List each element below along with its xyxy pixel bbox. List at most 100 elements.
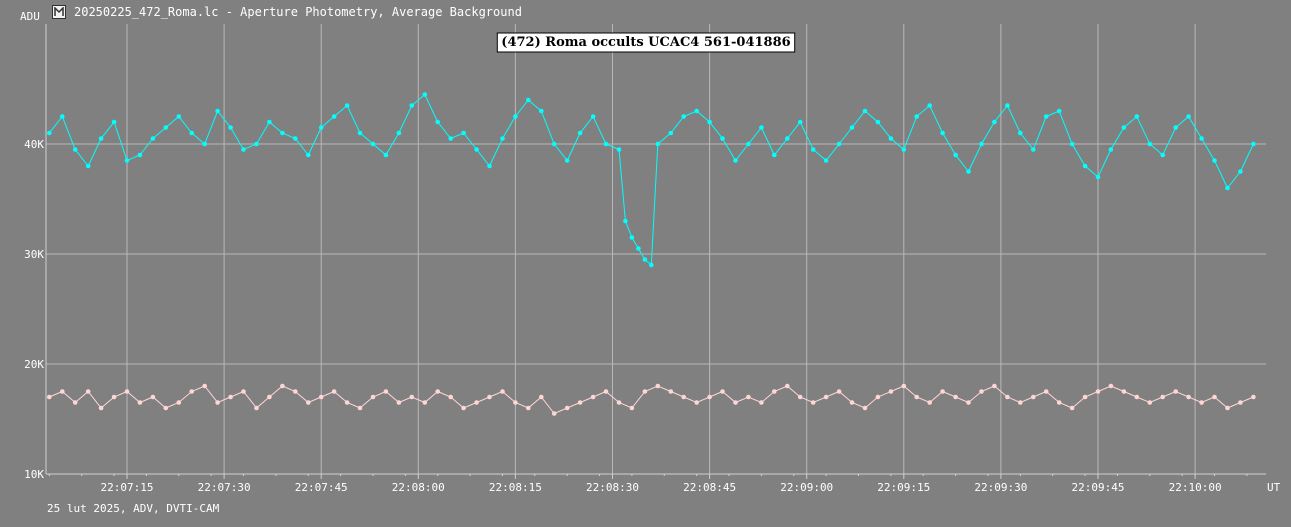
data-point bbox=[551, 141, 557, 147]
series-comparison bbox=[47, 383, 1256, 416]
x-tick-label: 22:08:00 bbox=[392, 481, 445, 494]
data-point bbox=[564, 405, 570, 411]
data-point bbox=[383, 152, 389, 158]
data-point bbox=[47, 130, 52, 136]
data-point bbox=[409, 394, 415, 400]
data-point bbox=[707, 119, 712, 125]
data-point bbox=[836, 389, 842, 394]
data-point bbox=[163, 405, 169, 411]
data-point bbox=[1225, 405, 1230, 411]
data-point bbox=[1082, 163, 1088, 169]
data-point bbox=[47, 394, 52, 400]
chart-grid bbox=[46, 24, 1266, 475]
data-point bbox=[396, 130, 402, 136]
data-point bbox=[707, 394, 712, 400]
data-point bbox=[772, 389, 777, 394]
data-point bbox=[603, 141, 609, 147]
data-point bbox=[228, 394, 233, 400]
chart-series bbox=[47, 92, 1256, 416]
data-point bbox=[927, 400, 932, 405]
data-point bbox=[1018, 130, 1023, 136]
data-point bbox=[435, 389, 441, 394]
data-point bbox=[1173, 389, 1178, 394]
x-tick-label: 22:09:00 bbox=[780, 481, 833, 494]
data-point bbox=[500, 389, 505, 394]
data-point bbox=[228, 125, 233, 130]
data-point bbox=[487, 163, 492, 169]
data-point bbox=[306, 152, 311, 158]
data-point bbox=[98, 405, 104, 411]
data-point bbox=[759, 125, 764, 130]
data-point bbox=[1031, 394, 1036, 400]
data-point bbox=[1160, 152, 1165, 158]
chart-title: (472) Roma occults UCAC4 561-041886 bbox=[501, 35, 790, 50]
data-point bbox=[267, 394, 272, 400]
lightcurve-app-icon[interactable] bbox=[52, 5, 66, 19]
data-point bbox=[98, 136, 104, 141]
x-tick-label: 22:09:15 bbox=[877, 481, 930, 494]
data-point bbox=[992, 119, 997, 125]
data-point bbox=[1199, 400, 1204, 405]
data-point bbox=[215, 108, 220, 114]
data-point bbox=[551, 411, 557, 416]
data-point bbox=[1186, 114, 1191, 119]
data-point bbox=[720, 136, 725, 141]
data-point bbox=[694, 108, 699, 114]
x-tick-label: 22:07:45 bbox=[295, 481, 348, 494]
data-point bbox=[202, 383, 207, 389]
data-point bbox=[1121, 389, 1127, 394]
data-point bbox=[513, 114, 518, 119]
data-point bbox=[241, 389, 246, 394]
data-point bbox=[655, 141, 661, 147]
data-point bbox=[629, 405, 635, 411]
data-point bbox=[176, 114, 182, 119]
x-tick-label: 22:09:45 bbox=[1072, 481, 1125, 494]
y-axis-label: ADU bbox=[20, 10, 40, 23]
series-line bbox=[49, 385, 1254, 415]
data-point bbox=[914, 114, 919, 119]
data-point bbox=[785, 136, 790, 141]
y-tick-label: 10K bbox=[24, 468, 44, 481]
data-point bbox=[111, 394, 117, 400]
data-point bbox=[849, 400, 855, 405]
data-point bbox=[668, 130, 674, 136]
data-point bbox=[1005, 394, 1010, 400]
data-point bbox=[875, 119, 881, 125]
data-point bbox=[623, 218, 628, 224]
data-point bbox=[370, 141, 376, 147]
data-point bbox=[1225, 185, 1230, 191]
data-point bbox=[1134, 394, 1140, 400]
data-point bbox=[681, 114, 686, 119]
data-point bbox=[254, 405, 259, 411]
data-point bbox=[694, 400, 699, 405]
data-point bbox=[318, 394, 324, 400]
data-point bbox=[1160, 394, 1165, 400]
data-point bbox=[1031, 147, 1036, 152]
data-point bbox=[914, 394, 919, 400]
data-point bbox=[733, 400, 738, 405]
data-point bbox=[435, 119, 441, 125]
x-tick-label: 22:10:00 bbox=[1169, 481, 1222, 494]
data-point bbox=[72, 147, 78, 152]
data-point bbox=[966, 169, 971, 174]
data-point bbox=[823, 394, 829, 400]
x-tick-label: 22:09:30 bbox=[974, 481, 1027, 494]
app-glyph-icon bbox=[54, 7, 64, 16]
data-point bbox=[383, 389, 389, 394]
data-point bbox=[189, 130, 194, 136]
x-tick-label: 22:07:30 bbox=[198, 481, 251, 494]
data-point bbox=[1043, 114, 1049, 119]
data-point bbox=[810, 147, 816, 152]
data-point bbox=[85, 163, 91, 169]
data-point bbox=[357, 405, 363, 411]
chart-axes: 10K 20K 30K 40K 22:07:15 22:07:30 22:07:45 22:0… bbox=[20, 10, 1281, 494]
y-tick-label: 20K bbox=[24, 358, 44, 371]
data-point bbox=[785, 383, 790, 389]
data-point bbox=[888, 389, 894, 394]
data-point bbox=[966, 400, 971, 405]
data-point bbox=[636, 246, 641, 251]
data-point bbox=[331, 389, 337, 394]
data-point bbox=[137, 400, 143, 405]
data-point bbox=[280, 383, 285, 389]
